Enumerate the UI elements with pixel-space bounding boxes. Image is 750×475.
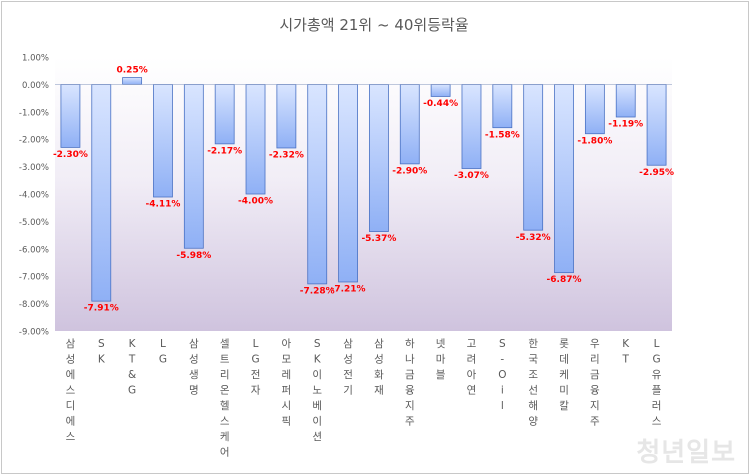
bar	[122, 77, 143, 85]
bar	[584, 84, 605, 135]
data-label: -7.21%	[331, 285, 366, 295]
bar	[492, 84, 513, 129]
y-tick-label: -8.00%	[19, 300, 49, 310]
data-label: -1.58%	[485, 130, 520, 140]
y-tick-label: -7.00%	[19, 273, 49, 283]
y-tick-label: -4.00%	[19, 191, 49, 201]
y-tick-label: -1.00%	[19, 108, 49, 118]
bar	[60, 84, 81, 148]
y-tick-label: -3.00%	[19, 163, 49, 173]
data-label: -4.11%	[145, 200, 180, 210]
y-tick-label: 1.00%	[22, 54, 49, 64]
chart-title: 시가총액 21위 ~ 40위등락율	[279, 16, 469, 34]
data-label: -7.28%	[300, 286, 335, 296]
bar	[183, 84, 204, 249]
x-tick-label: K T & G	[128, 338, 137, 397]
data-label: -5.32%	[516, 233, 551, 243]
bar	[646, 84, 667, 166]
bar	[523, 84, 544, 231]
bar	[399, 84, 420, 165]
data-label: 0.25%	[117, 66, 148, 76]
bar	[615, 84, 636, 118]
data-label: -7.91%	[84, 304, 119, 314]
data-label: -2.95%	[639, 168, 674, 178]
data-label: -2.17%	[207, 146, 242, 156]
data-label: -4.00%	[238, 197, 273, 207]
bar	[554, 84, 574, 274]
data-label: -2.90%	[392, 166, 427, 176]
x-tick-label: S -O i l	[498, 338, 506, 412]
bar	[276, 84, 297, 149]
y-tick-label: -5.00%	[19, 218, 49, 228]
data-label: -6.87%	[547, 275, 582, 285]
bar	[369, 84, 389, 232]
bar	[461, 84, 482, 169]
watermark: 청년일보	[636, 438, 736, 468]
data-label: -1.80%	[577, 136, 612, 146]
bar	[307, 84, 328, 285]
bar	[153, 84, 173, 198]
y-tick-label: 0.00%	[22, 81, 49, 91]
y-tick-label: -6.00%	[19, 245, 49, 255]
bar	[245, 84, 266, 195]
data-label: -2.32%	[269, 151, 304, 161]
data-label: -0.44%	[423, 99, 458, 109]
bar	[91, 84, 112, 302]
data-label: -1.19%	[608, 120, 643, 130]
y-tick-label: -9.00%	[19, 328, 49, 338]
data-label: -5.98%	[176, 251, 211, 261]
bar	[430, 84, 451, 97]
bar	[214, 84, 235, 145]
bar	[338, 84, 358, 283]
data-label: -5.37%	[361, 234, 396, 244]
y-tick-label: -2.00%	[19, 136, 49, 146]
data-label: -2.30%	[53, 150, 88, 160]
data-label: -3.07%	[454, 171, 489, 181]
